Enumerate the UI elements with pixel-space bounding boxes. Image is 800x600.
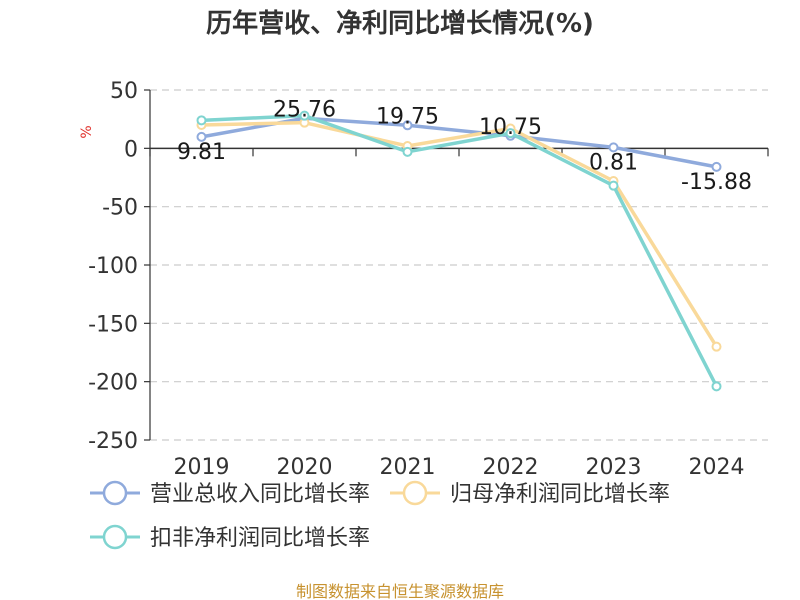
legend-item[interactable]: 扣非净利润同比增长率 (90, 524, 370, 551)
y-tick-label: -250 (88, 429, 138, 454)
source-note: 制图数据来自恒生聚源数据库 (296, 582, 504, 600)
y-tick-label: -200 (88, 371, 138, 396)
series-lines (196, 110, 722, 392)
series-line (201, 120, 718, 348)
data-label: 19.75 (376, 104, 439, 129)
data-point (711, 381, 722, 392)
data-label: 10.75 (479, 115, 542, 140)
axes (149, 90, 769, 440)
legend-item[interactable]: 营业总收入同比增长率 (90, 480, 370, 507)
data-point (402, 146, 413, 157)
y-tick-labels: 50 0 -50 -100 -150 -200 -250 (88, 79, 138, 454)
data-label: 9.81 (177, 140, 226, 165)
x-tick-label: 2021 (380, 455, 436, 480)
x-tick-labels: 2019 2020 2021 2022 2023 2024 (174, 455, 745, 480)
data-point (196, 131, 207, 142)
data-point (505, 128, 516, 139)
y-tick-label: -100 (88, 254, 138, 279)
data-point (711, 161, 722, 172)
data-point (608, 180, 619, 191)
data-point (711, 341, 722, 352)
y-axis-unit: % (79, 125, 95, 138)
data-point (402, 120, 413, 131)
legend-marker (402, 480, 428, 506)
y-tick-label: 50 (110, 79, 138, 104)
legend-label: 营业总收入同比增长率 (150, 482, 370, 507)
data-label: 0.81 (589, 150, 638, 175)
legend-label: 扣非净利润同比增长率 (150, 526, 370, 551)
y-tick-label: -50 (102, 196, 138, 221)
legend-marker (102, 480, 128, 506)
x-tick-label: 2023 (586, 455, 642, 480)
x-tick-label: 2024 (689, 455, 745, 480)
data-label: 25.76 (273, 97, 336, 122)
data-point (196, 115, 207, 126)
y-tick-label: -150 (88, 312, 138, 337)
grid-lines (144, 89, 768, 441)
chart-title: 历年营收、净利同比增长情况(%) (206, 8, 594, 39)
legend-label: 归母净利润同比增长率 (450, 482, 670, 507)
x-tick-label: 2019 (174, 455, 230, 480)
data-point (608, 142, 619, 153)
y-tick-label: 0 (124, 137, 138, 162)
series-line (201, 113, 719, 388)
legend-marker (102, 524, 128, 550)
legend-item[interactable]: 归母净利润同比增长率 (390, 480, 670, 507)
x-tick-label: 2022 (483, 455, 539, 480)
data-point (299, 110, 310, 121)
x-tick-label: 2020 (277, 455, 333, 480)
data-labels: 9.81 25.76 19.75 10.75 0.81 -15.88 (177, 97, 752, 195)
data-label: -15.88 (681, 170, 752, 195)
